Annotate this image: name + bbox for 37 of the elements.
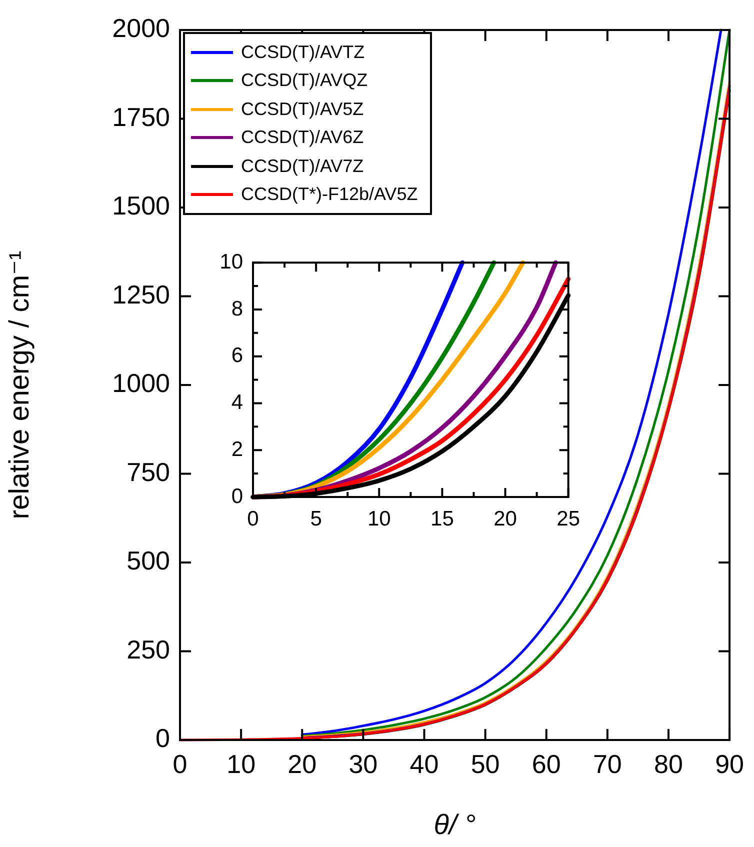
y-tick-label: 2000 (112, 13, 170, 44)
x-axis-title: θ/ ° (434, 808, 476, 840)
y-tick-label: 8 (231, 297, 243, 320)
y-tick-label: 4 (231, 391, 244, 414)
y-tick-label: 6 (231, 344, 243, 368)
legend-label: CCSD(T)/AV7Z (241, 156, 364, 177)
y-tick-label: 10 (220, 250, 243, 274)
legend-label: CCSD(T)/AV6Z (241, 127, 364, 148)
x-tick-label: 10 (367, 507, 391, 530)
x-tick-label: 80 (654, 748, 683, 779)
y-tick-label: 1750 (112, 102, 170, 132)
x-tick-label: 90 (715, 748, 744, 779)
legend-label: CCSD(T*)-F12b/AV5Z (241, 184, 418, 206)
y-tick-label: 2 (231, 438, 243, 461)
x-tick-label: 25 (556, 507, 580, 530)
x-tick-label: 50 (470, 748, 500, 779)
x-tick-label: 40 (410, 748, 439, 779)
x-tick-label: 5 (310, 507, 322, 530)
x-tick-label: 20 (494, 507, 517, 530)
x-tick-label: 0 (247, 507, 259, 530)
legend-label: CCSD(T)/AVQZ (241, 70, 368, 92)
y-tick-label: 250 (126, 634, 170, 664)
y-tick-label: 0 (231, 484, 243, 508)
y-tick-label: 0 (156, 723, 170, 754)
y-tick-label: 1500 (112, 190, 170, 221)
x-tick-label: 30 (348, 748, 378, 779)
x-tick-label: 20 (288, 748, 317, 779)
legend-label: CCSD(T)/AV5Z (241, 98, 364, 120)
y-tick-label: 500 (126, 546, 170, 576)
legend-label: CCSD(T)/AVTZ (241, 42, 365, 63)
y-tick-label: 750 (126, 456, 170, 487)
y-axis-title: relative energy / cm⁻¹ (4, 250, 35, 520)
y-tick-label: 1250 (112, 279, 170, 310)
y-tick-label: 1000 (112, 368, 170, 398)
x-tick-label: 60 (532, 748, 561, 779)
x-tick-label: 15 (430, 507, 454, 530)
x-tick-label: 70 (592, 748, 622, 779)
